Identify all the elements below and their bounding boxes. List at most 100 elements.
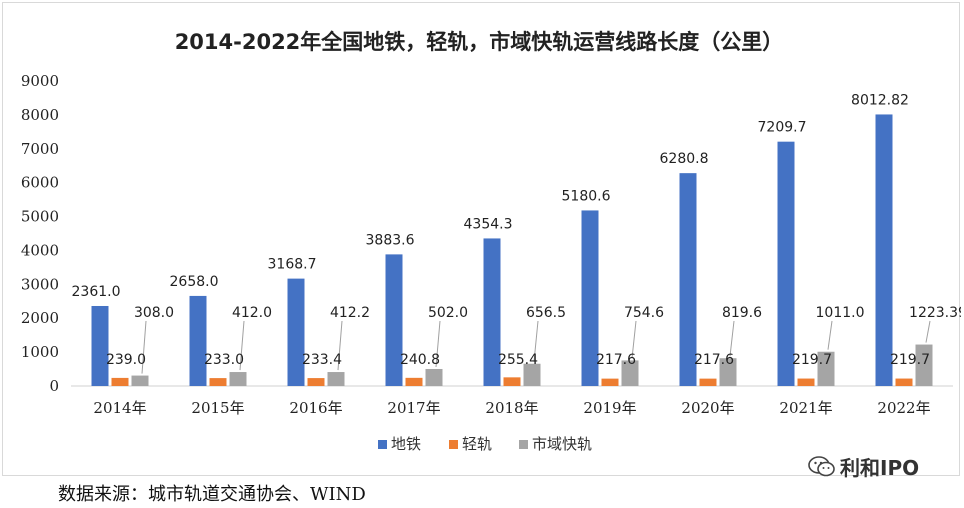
bar-light-rail <box>405 377 423 386</box>
bar-light-rail <box>111 377 129 386</box>
legend-swatch <box>519 440 528 449</box>
bar-metro <box>287 278 305 386</box>
data-label: 754.6 <box>624 305 664 321</box>
x-category-label: 2018年 <box>485 399 538 417</box>
data-label: 412.0 <box>232 305 272 321</box>
data-label: 233.4 <box>302 352 342 368</box>
bar-metro <box>679 173 697 386</box>
y-tick-label: 5000 <box>21 208 59 226</box>
legend: 地铁 轻轨 市域快轨 <box>378 435 592 453</box>
brand-watermark: 利和IPO <box>808 452 919 481</box>
legend-label: 轻轨 <box>462 435 492 453</box>
bar-metro <box>483 238 501 386</box>
wechat-icon <box>808 455 835 476</box>
data-labels: 2361.0 2658.0 3168.7 3883.6 4354.3 5180.6 6280… <box>72 92 962 368</box>
bar-suburban-rail <box>523 363 541 386</box>
bar-metro <box>581 210 599 386</box>
label-leader-line <box>141 320 147 374</box>
label-leader-line <box>729 320 735 357</box>
data-label: 308.0 <box>134 305 174 321</box>
bar-light-rail <box>699 378 717 386</box>
data-label: 7209.7 <box>758 120 807 136</box>
x-category-label: 2019年 <box>583 399 636 417</box>
bar-metro <box>875 114 893 386</box>
data-label: 219.7 <box>792 352 832 368</box>
y-tick-label: 8000 <box>21 106 59 124</box>
y-tick-label: 0 <box>49 377 59 395</box>
data-label: 239.0 <box>106 352 146 368</box>
data-label: 5180.6 <box>562 188 611 204</box>
data-label: 8012.82 <box>851 92 909 108</box>
bar-light-rail <box>209 378 227 386</box>
bar-suburban-rail <box>229 372 247 386</box>
bar-metro <box>91 305 109 386</box>
y-tick-label: 2000 <box>21 309 59 327</box>
y-tick-label: 7000 <box>21 140 59 158</box>
y-tick-label: 1000 <box>21 343 59 361</box>
data-label: 412.2 <box>330 305 370 321</box>
x-category-label: 2021年 <box>779 399 832 417</box>
data-label: 255.4 <box>498 352 538 368</box>
label-leader-line <box>925 320 931 343</box>
bar-suburban-rail <box>621 360 639 386</box>
x-category-label: 2022年 <box>877 399 930 417</box>
y-axis: 0 1000 2000 3000 4000 5000 6000 7000 8000 9000 <box>21 72 59 395</box>
data-label: 4354.3 <box>464 216 513 232</box>
data-label: 1011.0 <box>816 305 865 321</box>
data-label: 3883.6 <box>366 232 415 248</box>
bars <box>91 114 933 386</box>
bar-chart: 2014-2022年全国地铁，轻轨，市域快轨运营线路长度（公里） 0 1000 20… <box>21 30 962 453</box>
bar-light-rail <box>797 378 815 386</box>
bar-metro <box>777 141 795 386</box>
bar-light-rail <box>895 378 913 386</box>
label-leader-line <box>827 320 833 350</box>
data-label: 6280.8 <box>660 151 709 167</box>
data-label: 819.6 <box>722 305 762 321</box>
data-label: 233.0 <box>204 352 244 368</box>
x-category-label: 2020年 <box>681 399 734 417</box>
data-label: 656.5 <box>526 305 566 321</box>
y-tick-label: 3000 <box>21 275 59 293</box>
brand-text: 利和IPO <box>840 456 920 480</box>
data-label: 3168.7 <box>268 257 317 273</box>
label-leader-lines <box>141 320 931 374</box>
label-leader-line <box>631 320 637 359</box>
label-leader-line <box>435 320 441 368</box>
data-label: 240.8 <box>400 352 440 368</box>
bar-light-rail <box>503 377 521 386</box>
x-category-label: 2014年 <box>93 399 146 417</box>
legend-label: 地铁 <box>391 435 421 453</box>
bar-light-rail <box>307 378 325 386</box>
label-leader-line <box>239 320 245 371</box>
chart-title: 2014-2022年全国地铁，轻轨，市域快轨运营线路长度（公里） <box>175 30 784 54</box>
bar-suburban-rail <box>327 372 345 386</box>
source-note: 数据来源：城市轨道交通协会、WIND <box>58 484 366 505</box>
label-leader-line <box>533 320 539 362</box>
y-tick-label: 9000 <box>21 72 59 90</box>
bar-suburban-rail <box>719 358 737 386</box>
legend-swatch <box>378 440 387 449</box>
data-label: 2658.0 <box>170 274 219 290</box>
data-label: 502.0 <box>428 305 468 321</box>
x-category-label: 2016年 <box>289 399 342 417</box>
data-label: 217.6 <box>694 352 734 368</box>
bar-suburban-rail <box>425 368 443 386</box>
x-category-label: 2017年 <box>387 399 440 417</box>
x-axis: 2014年 2015年 2016年 2017年 2018年 2019年 2020年 2021年… <box>71 385 953 417</box>
data-label: 217.6 <box>596 352 636 368</box>
legend-label: 市域快轨 <box>532 435 592 453</box>
bar-suburban-rail <box>915 344 933 386</box>
y-tick-label: 4000 <box>21 241 59 259</box>
bar-metro <box>385 254 403 386</box>
y-tick-label: 6000 <box>21 174 59 192</box>
x-category-label: 2015年 <box>191 399 244 417</box>
data-label: 219.7 <box>890 352 930 368</box>
legend-swatch <box>449 440 458 449</box>
bar-suburban-rail <box>817 351 835 386</box>
data-label: 1223.39 <box>909 305 961 321</box>
label-leader-line <box>337 320 343 371</box>
bar-light-rail <box>601 378 619 386</box>
bar-metro <box>189 295 207 386</box>
data-label: 2361.0 <box>72 284 121 300</box>
chart-frame: 2014-2022年全国地铁，轻轨，市域快轨运营线路长度（公里） 0 1000 20… <box>2 2 962 476</box>
